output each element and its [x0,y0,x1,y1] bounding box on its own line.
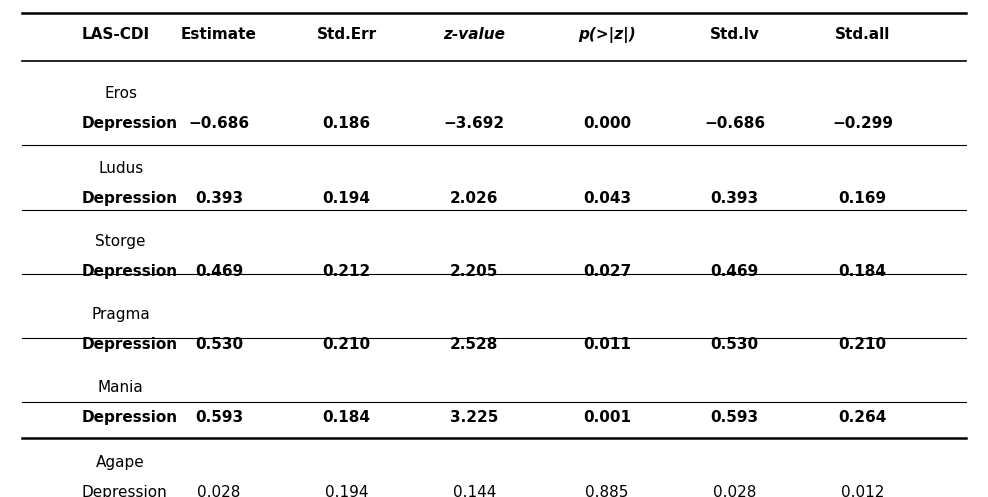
Text: 0.012: 0.012 [841,485,884,497]
Text: Agape: Agape [96,455,145,470]
Text: Std.lv: Std.lv [709,27,760,42]
Text: 3.225: 3.225 [451,410,499,424]
Text: Pragma: Pragma [91,307,150,322]
Text: −0.686: −0.686 [189,116,250,131]
Text: Eros: Eros [104,86,137,101]
Text: 0.001: 0.001 [583,410,631,424]
Text: 0.469: 0.469 [710,264,759,279]
Text: 0.264: 0.264 [838,410,886,424]
Text: Depression: Depression [81,264,178,279]
Text: 2.205: 2.205 [451,264,499,279]
Text: Std.Err: Std.Err [316,27,376,42]
Text: 0.210: 0.210 [839,336,886,352]
Text: 0.194: 0.194 [325,485,369,497]
Text: 2.528: 2.528 [451,336,499,352]
Text: −3.692: −3.692 [444,116,505,131]
Text: 0.885: 0.885 [585,485,628,497]
Text: 0.184: 0.184 [839,264,886,279]
Text: Depression: Depression [81,191,178,206]
Text: 0.194: 0.194 [323,191,370,206]
Text: Depression: Depression [81,485,167,497]
Text: 0.212: 0.212 [322,264,370,279]
Text: Depression: Depression [81,410,178,424]
Text: 0.043: 0.043 [583,191,631,206]
Text: p(>|z|): p(>|z|) [578,27,636,43]
Text: 0.169: 0.169 [839,191,886,206]
Text: 0.011: 0.011 [583,336,631,352]
Text: 0.530: 0.530 [195,336,243,352]
Text: Depression: Depression [81,336,178,352]
Text: 0.186: 0.186 [322,116,370,131]
Text: Std.all: Std.all [835,27,890,42]
Text: 0.210: 0.210 [322,336,370,352]
Text: Storge: Storge [96,234,146,249]
Text: 0.393: 0.393 [195,191,243,206]
Text: Mania: Mania [98,380,143,395]
Text: 0.028: 0.028 [713,485,757,497]
Text: 0.393: 0.393 [710,191,759,206]
Text: 0.184: 0.184 [323,410,370,424]
Text: 0.028: 0.028 [198,485,241,497]
Text: z-value: z-value [444,27,505,42]
Text: −0.686: −0.686 [704,116,766,131]
Text: 0.530: 0.530 [710,336,759,352]
Text: 0.027: 0.027 [583,264,631,279]
Text: LAS-CDI: LAS-CDI [81,27,149,42]
Text: −0.299: −0.299 [832,116,893,131]
Text: 0.593: 0.593 [195,410,243,424]
Text: Depression: Depression [81,116,178,131]
Text: Ludus: Ludus [98,162,143,176]
Text: 0.469: 0.469 [195,264,243,279]
Text: 0.000: 0.000 [583,116,631,131]
Text: 0.593: 0.593 [710,410,759,424]
Text: Estimate: Estimate [181,27,257,42]
Text: 2.026: 2.026 [451,191,499,206]
Text: 0.144: 0.144 [453,485,496,497]
